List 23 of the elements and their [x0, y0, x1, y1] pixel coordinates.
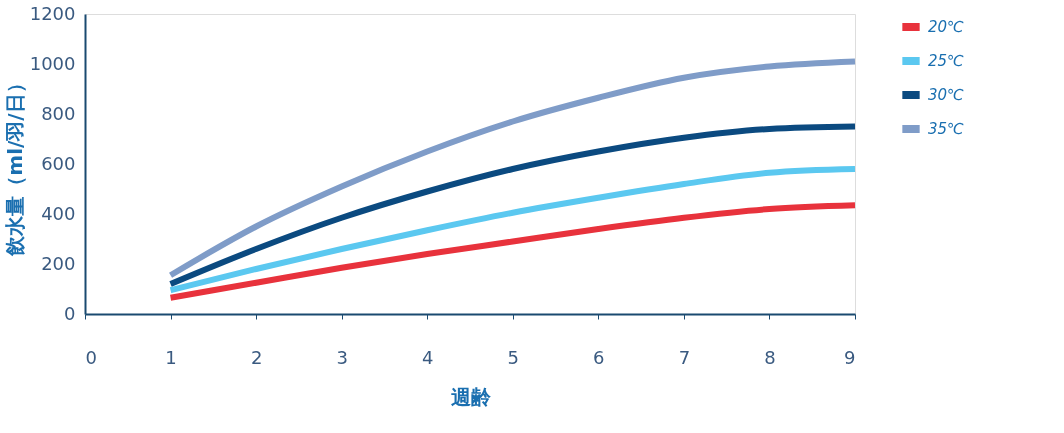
- x-tick-label: 8: [764, 346, 776, 368]
- y-tick-label: 600: [41, 152, 76, 174]
- x-tick-label: 2: [250, 346, 263, 368]
- x-tick-label: 6: [593, 346, 605, 368]
- y-tick-label: 200: [41, 252, 76, 274]
- y-tick-label: 400: [41, 202, 76, 224]
- y-axis-title: 飲水量（ml/羽/日）: [2, 73, 27, 257]
- legend-label: 30℃: [928, 86, 965, 104]
- x-tick-label: 0: [85, 346, 97, 368]
- x-tick-label: 9: [844, 346, 856, 368]
- x-tick-label: 5: [507, 346, 519, 368]
- legend-label: 35℃: [928, 120, 965, 138]
- y-tick-label: 0: [64, 302, 76, 324]
- y-tick-label: 800: [41, 102, 76, 124]
- y-tick-label: 1200: [29, 2, 76, 24]
- legend-label: 20℃: [928, 18, 965, 36]
- x-tick-label: 3: [336, 346, 348, 368]
- x-tick-label: 1: [165, 346, 177, 368]
- x-tick-label: 7: [678, 346, 691, 368]
- x-tick-label: 4: [422, 346, 434, 368]
- x-axis-title: 週齢: [449, 384, 492, 409]
- legend-label: 25℃: [928, 52, 965, 70]
- y-tick-label: 1000: [29, 52, 76, 74]
